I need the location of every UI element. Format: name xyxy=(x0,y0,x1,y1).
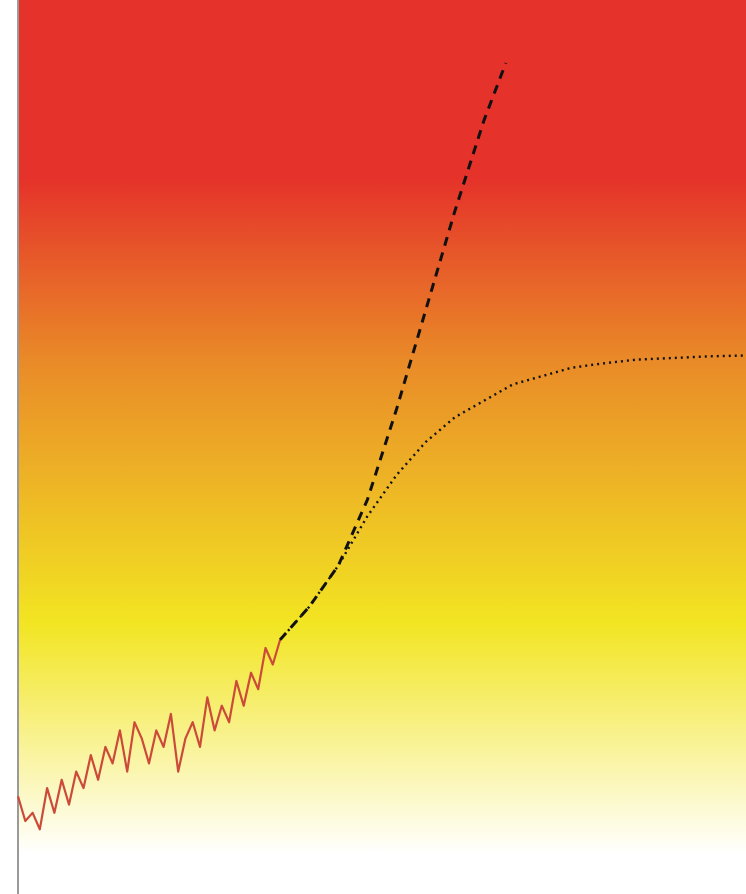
series-line-0 xyxy=(16,639,282,831)
series-line-1 xyxy=(278,62,508,641)
series-layer xyxy=(16,62,746,831)
plot-background xyxy=(18,0,746,894)
